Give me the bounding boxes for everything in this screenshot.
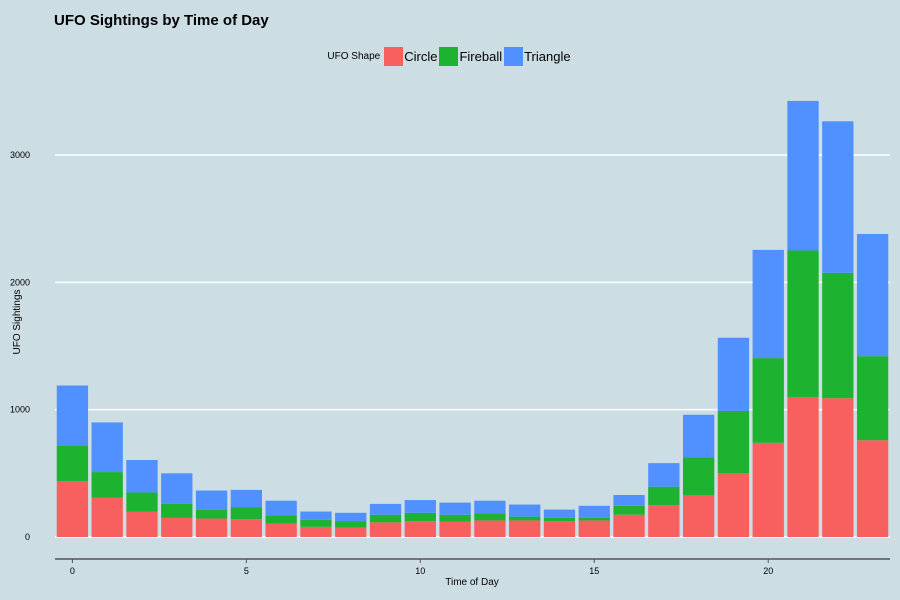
bar-circle (787, 396, 819, 537)
bar-fireball (509, 516, 541, 521)
legend: UFO Shape Circle Fireball Triangle (0, 47, 900, 66)
bar-fireball (265, 515, 297, 524)
bar-triangle (856, 233, 889, 357)
y-tick-label: 3000 (10, 150, 30, 160)
y-tick-label: 0 (25, 532, 30, 542)
bar-circle (856, 440, 889, 537)
legend-item-triangle: Triangle (504, 47, 571, 66)
bar-triangle (91, 422, 123, 473)
bar-circle (300, 526, 332, 537)
bar-circle (91, 497, 123, 537)
bar-triangle (300, 511, 332, 520)
bar-fireball (161, 503, 193, 518)
bar-fireball (682, 457, 715, 495)
bar-triangle (752, 249, 784, 359)
y-axis-label: UFO Sightings (12, 289, 23, 354)
legend-swatch-triangle (504, 47, 524, 66)
bar-triangle (509, 504, 541, 517)
bar-fireball (126, 492, 158, 512)
bar-triangle (161, 473, 193, 504)
bar-triangle (404, 500, 436, 513)
bar-circle (56, 480, 89, 537)
legend-label-circle: Circle (404, 49, 438, 64)
y-tick-label: 1000 (10, 405, 30, 415)
legend-label-triangle: Triangle (524, 49, 571, 64)
bar-triangle (195, 490, 228, 510)
bar-circle (439, 521, 471, 537)
bar-triangle (613, 494, 645, 506)
x-axis-label: Time of Day (445, 577, 499, 588)
bar-fireball (335, 521, 367, 528)
bar-fireball (648, 486, 680, 506)
bar-fireball (300, 519, 332, 527)
bar-fireball (822, 272, 854, 399)
bar-circle (230, 519, 263, 537)
bar-triangle (474, 500, 506, 514)
bar-circle (648, 505, 680, 537)
legend-swatch-fireball (439, 47, 459, 66)
bar-fireball (404, 512, 436, 522)
bar-circle (543, 521, 576, 537)
bar-circle (265, 523, 297, 537)
bars (56, 100, 889, 537)
x-tick-label: 10 (415, 566, 425, 576)
bar-fireball (56, 445, 89, 481)
bar-circle (682, 494, 715, 537)
bar-triangle (439, 502, 471, 515)
legend-label-fireball: Fireball (459, 49, 503, 64)
bar-triangle (56, 385, 89, 446)
bar-triangle (265, 500, 297, 516)
legend-title: UFO Shape (327, 51, 381, 62)
bar-fireball (717, 410, 750, 474)
y-tick-label: 2000 (10, 277, 30, 287)
bar-fireball (752, 358, 784, 443)
bar-circle (126, 511, 158, 537)
bar-circle (161, 517, 193, 537)
bar-circle (335, 527, 367, 537)
bar-triangle (648, 463, 680, 487)
bar-fireball (230, 507, 263, 520)
bar-fireball (578, 517, 610, 521)
bar-fireball (787, 250, 819, 397)
bar-triangle (578, 505, 610, 518)
x-tick-label: 5 (244, 566, 249, 576)
chart-title: UFO Sightings by Time of Day (54, 12, 269, 29)
axes: 0 5 10 15 20 (55, 558, 890, 576)
bar-fireball (474, 513, 506, 521)
gridlines: 0 1000 2000 3000 (10, 150, 890, 542)
bar-triangle (335, 512, 367, 522)
legend-item-circle: Circle (384, 47, 437, 66)
legend-item-fireball: Fireball (439, 47, 502, 66)
bar-circle (752, 442, 784, 537)
bar-circle (404, 521, 436, 537)
x-tick-label: 0 (70, 566, 75, 576)
bar-triangle (717, 337, 750, 411)
x-tick-label: 15 (589, 566, 599, 576)
bar-circle (369, 522, 402, 537)
bar-fireball (91, 472, 123, 498)
bar-circle (474, 520, 506, 537)
bar-fireball (613, 505, 645, 515)
bar-triangle (682, 414, 715, 458)
bar-circle (509, 520, 541, 537)
bar-triangle (126, 459, 158, 493)
x-tick-label: 20 (763, 566, 773, 576)
bar-circle (613, 514, 645, 537)
legend-swatch-circle (384, 47, 404, 66)
bar-fireball (856, 356, 889, 441)
bar-circle (195, 518, 228, 537)
bar-circle (717, 473, 750, 537)
bar-triangle (787, 100, 819, 251)
bar-fireball (369, 514, 402, 523)
bar-fireball (543, 517, 576, 522)
bar-triangle (543, 509, 576, 518)
bar-triangle (230, 489, 263, 508)
bar-triangle (369, 503, 402, 515)
bar-circle (822, 398, 854, 537)
bar-fireball (439, 514, 471, 522)
bar-circle (578, 520, 610, 537)
bar-fireball (195, 509, 228, 519)
bar-triangle (822, 121, 854, 273)
